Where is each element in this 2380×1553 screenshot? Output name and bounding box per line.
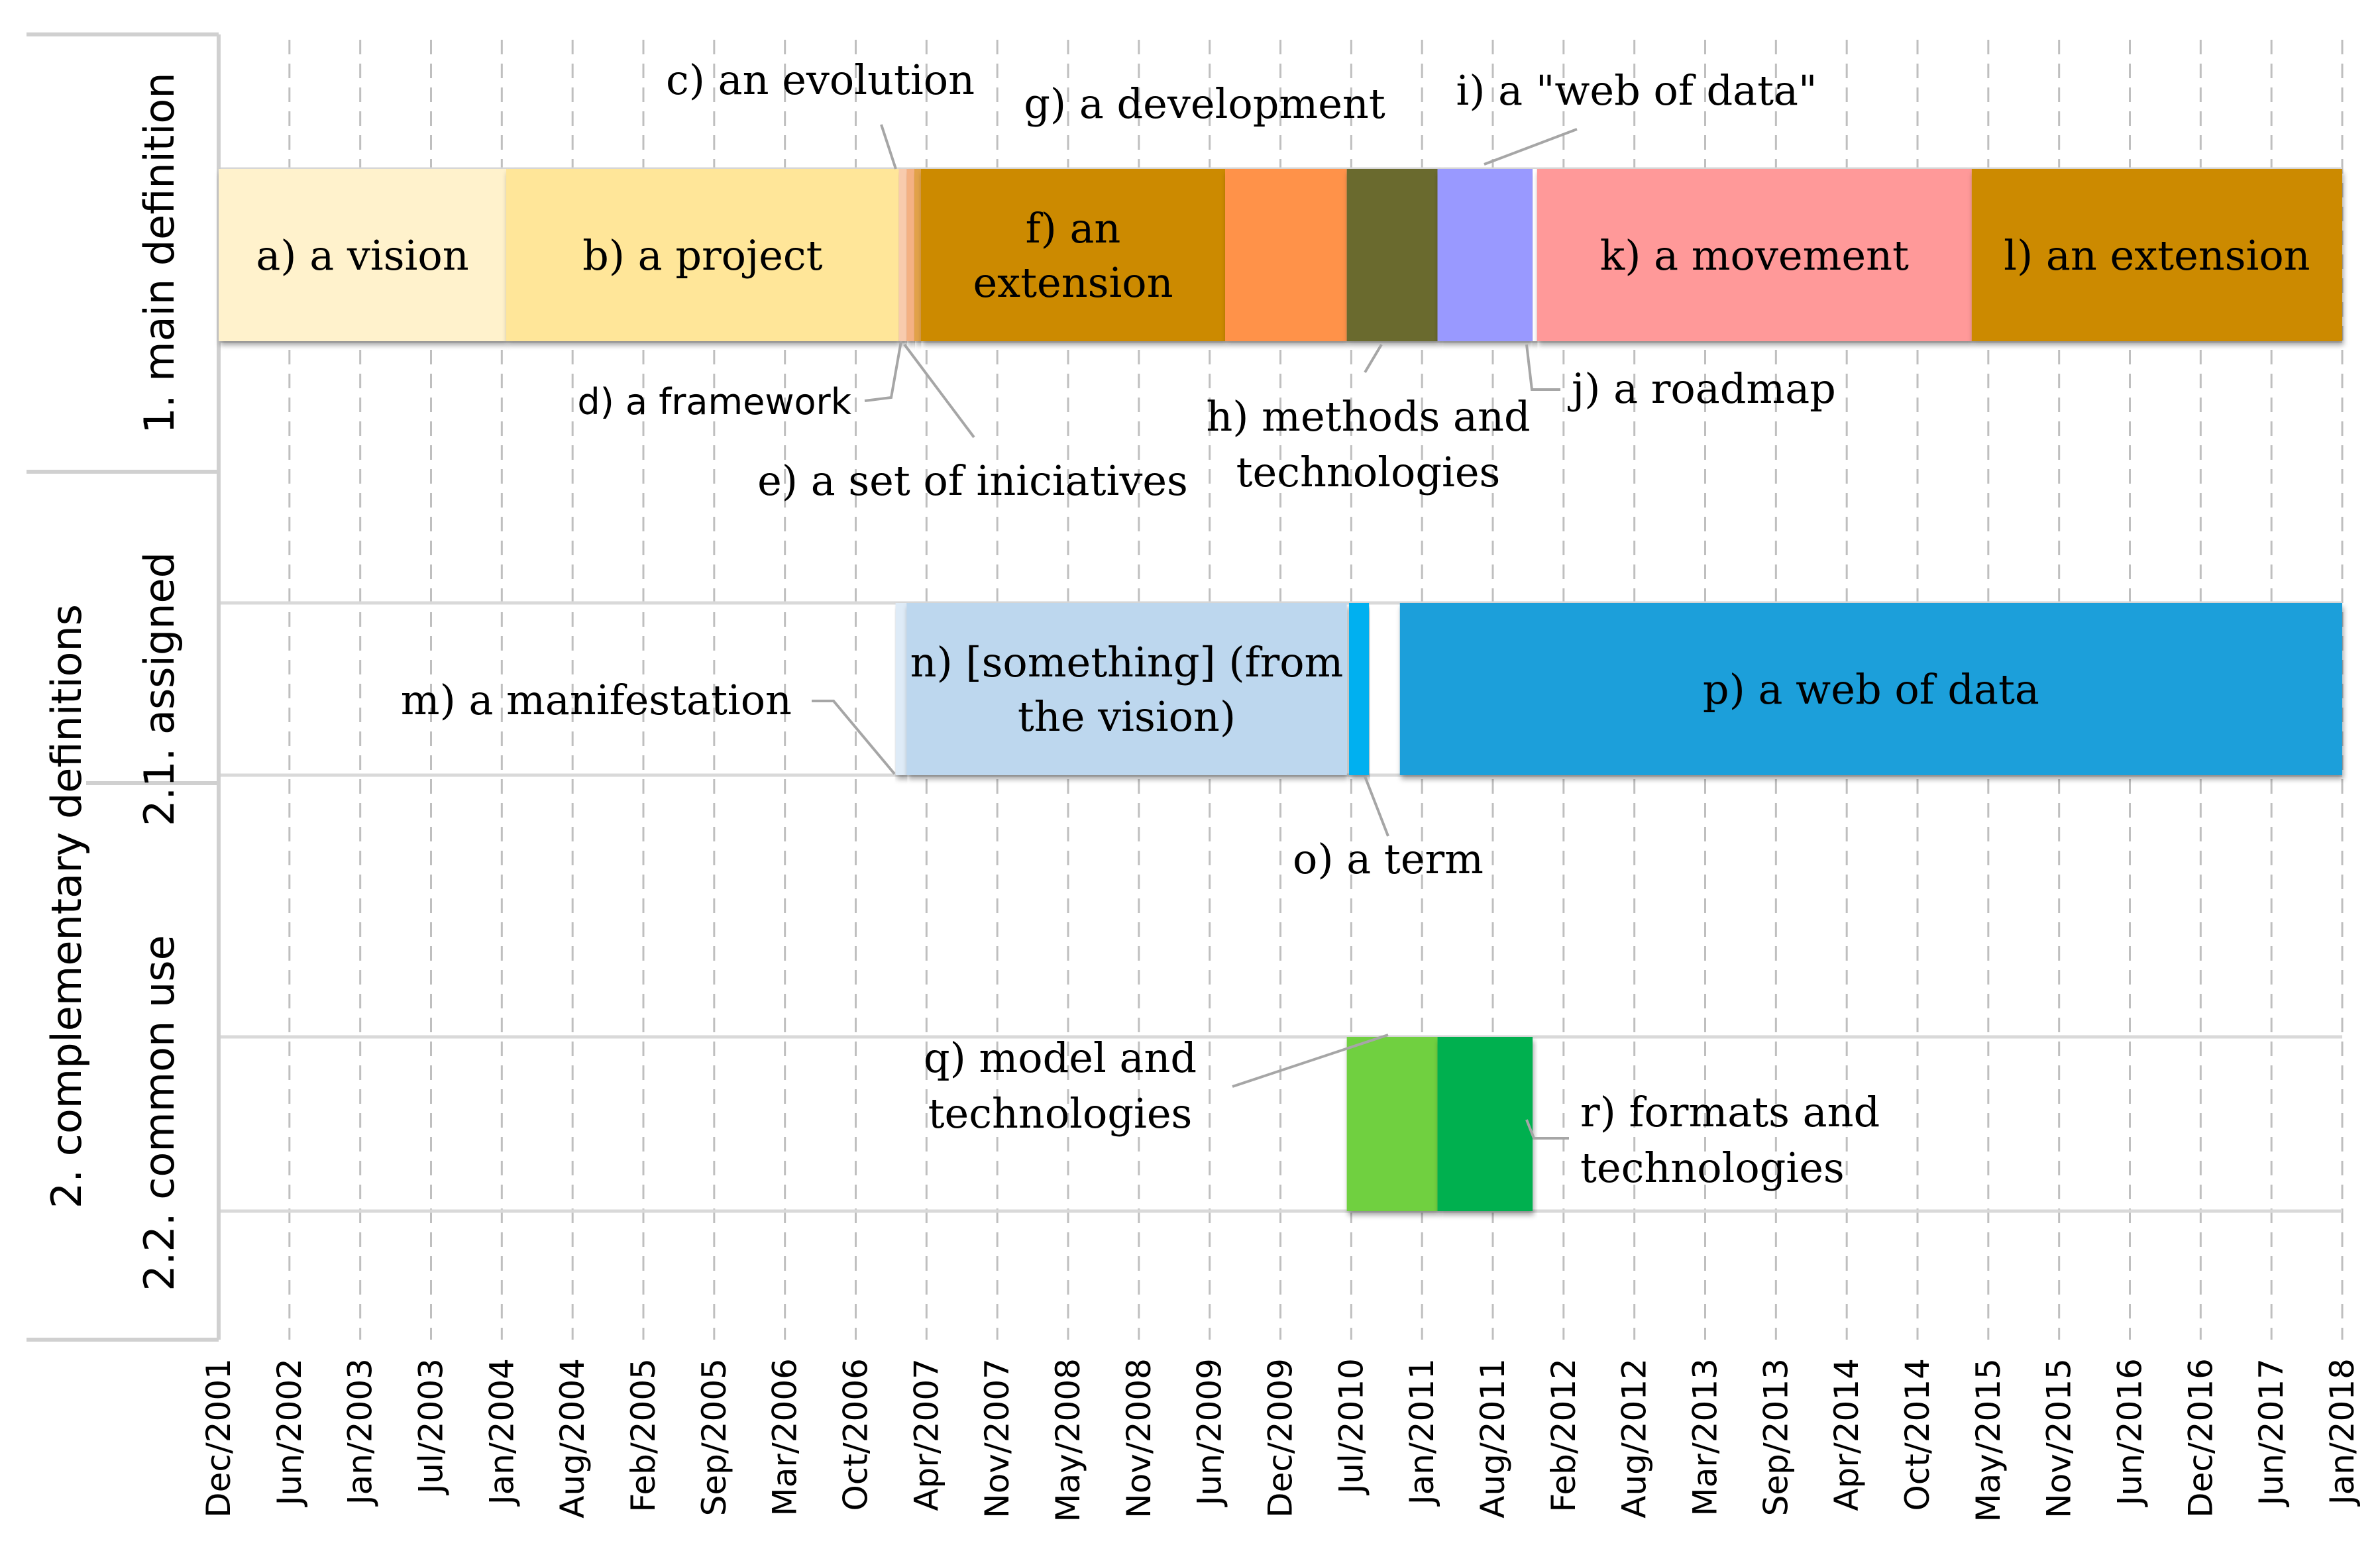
- x-tick-label: May/2008: [1049, 1358, 1087, 1522]
- x-tick-label: Jan/2004: [482, 1358, 521, 1507]
- bar-label-k: k) a movement: [1600, 231, 1909, 280]
- x-tick-label: Feb/2012: [1544, 1358, 1583, 1513]
- bar-n: [906, 603, 1347, 775]
- callout-label-c: c) an evolution: [666, 56, 975, 104]
- bar-e: [914, 169, 921, 341]
- x-tick-label: Apr/2007: [907, 1358, 946, 1511]
- row-label-common: 2.2. common use: [135, 935, 184, 1291]
- bar-label-n: the vision): [1018, 692, 1236, 741]
- x-tick-label: Aug/2012: [1615, 1358, 1654, 1519]
- callout-label-m: m) a manifestation: [401, 676, 792, 724]
- bar-label-l: l) an extension: [2004, 231, 2310, 280]
- x-tick-label: Apr/2014: [1827, 1358, 1866, 1511]
- bar-h: [1346, 169, 1438, 341]
- x-tick-label: Nov/2007: [978, 1358, 1016, 1519]
- leader-line-c: [880, 124, 897, 170]
- leader-line-j: [1525, 344, 1560, 391]
- x-tick-label: Mar/2006: [766, 1358, 804, 1516]
- bar-q: [1346, 1037, 1438, 1211]
- x-tick-label: Oct/2006: [837, 1358, 875, 1511]
- callout-label-q: technologies: [928, 1089, 1193, 1138]
- bar-p: [1399, 603, 2342, 775]
- x-tick-label: Jul/2003: [412, 1358, 451, 1495]
- bar-k: [1537, 169, 1972, 341]
- x-tick-label: Jun/2002: [270, 1358, 309, 1507]
- x-tick-label: Nov/2015: [2040, 1358, 2079, 1519]
- x-tick-label: Sep/2013: [1757, 1358, 1795, 1516]
- x-tick-label: Nov/2008: [1120, 1358, 1158, 1519]
- callout-label-r: technologies: [1580, 1144, 1845, 1192]
- bar-label-n: n) [something] (from: [910, 638, 1344, 686]
- bar-label-a: a) a vision: [256, 231, 468, 280]
- leader-line-r: [1525, 1119, 1569, 1140]
- leader-line-e: [903, 343, 975, 439]
- leader-line-m: [812, 700, 896, 775]
- bar-r: [1437, 1037, 1533, 1211]
- bar-j: [1533, 169, 1537, 341]
- bar-d: [906, 169, 914, 341]
- leader-line-o: [1364, 776, 1389, 837]
- bar-label-f: extension: [973, 258, 1173, 307]
- bar-label-f: f) an: [1026, 204, 1121, 252]
- row-label-assigned: 2.1. assigned: [135, 552, 184, 826]
- bar-a: [219, 169, 507, 341]
- bar-i: [1437, 169, 1533, 341]
- x-tick-label: Dec/2016: [2181, 1358, 2220, 1518]
- x-tick-label: Jan/2018: [2323, 1358, 2361, 1507]
- x-tick-label: Mar/2013: [1686, 1358, 1725, 1516]
- callout-label-e: e) a set of iniciatives: [757, 456, 1188, 505]
- x-tick-label: Jan/2011: [1403, 1358, 1441, 1507]
- callout-label-g: g) a development: [1024, 80, 1385, 128]
- x-tick-label: Aug/2011: [1474, 1358, 1512, 1519]
- x-tick-label: Jul/2010: [1332, 1358, 1370, 1495]
- callout-label-o: o) a term: [1293, 835, 1484, 883]
- callout-label-i: i) a "web of data": [1456, 66, 1817, 115]
- x-tick-label: Sep/2005: [695, 1358, 733, 1516]
- x-tick-label: Jun/2009: [1191, 1358, 1229, 1507]
- callout-label-q: q) model and: [924, 1034, 1197, 1082]
- leader-line-d: [864, 341, 902, 402]
- callout-label-h: technologies: [1236, 448, 1501, 496]
- bar-o: [1348, 603, 1370, 775]
- leader-line-h: [1364, 343, 1383, 374]
- bar-f: [920, 169, 1226, 341]
- bar-b: [506, 169, 899, 341]
- bar-label-p: p) a web of data: [1703, 665, 2039, 714]
- bar-c: [898, 169, 907, 341]
- bar-label-b: b) a project: [582, 231, 823, 280]
- row-label-complementary: 2. complementary definitions: [42, 604, 91, 1208]
- x-tick-label: Oct/2014: [1898, 1358, 1937, 1511]
- x-tick-label: Jun/2017: [2252, 1358, 2291, 1507]
- callout-label-d: d) a framework: [577, 381, 851, 423]
- callout-label-j: j) a roadmap: [1568, 364, 1836, 413]
- x-tick-label: Dec/2001: [199, 1358, 238, 1518]
- bar-g: [1225, 169, 1347, 341]
- leader-line-i: [1484, 128, 1578, 166]
- callout-label-r: r) formats and: [1580, 1088, 1880, 1136]
- leader-line-q: [1232, 1034, 1389, 1088]
- bar-m: [895, 603, 907, 775]
- bar-l: [1971, 169, 2342, 341]
- x-tick-label: Aug/2004: [553, 1358, 592, 1519]
- x-tick-label: May/2015: [1969, 1358, 2008, 1522]
- row-label-main: 1. main definition: [135, 72, 184, 433]
- x-tick-label: Feb/2005: [624, 1358, 663, 1513]
- x-tick-label: Jun/2016: [2111, 1358, 2149, 1507]
- callout-label-h: h) methods and: [1206, 392, 1530, 441]
- x-tick-label: Jan/2003: [341, 1358, 380, 1507]
- x-tick-label: Dec/2009: [1262, 1358, 1300, 1518]
